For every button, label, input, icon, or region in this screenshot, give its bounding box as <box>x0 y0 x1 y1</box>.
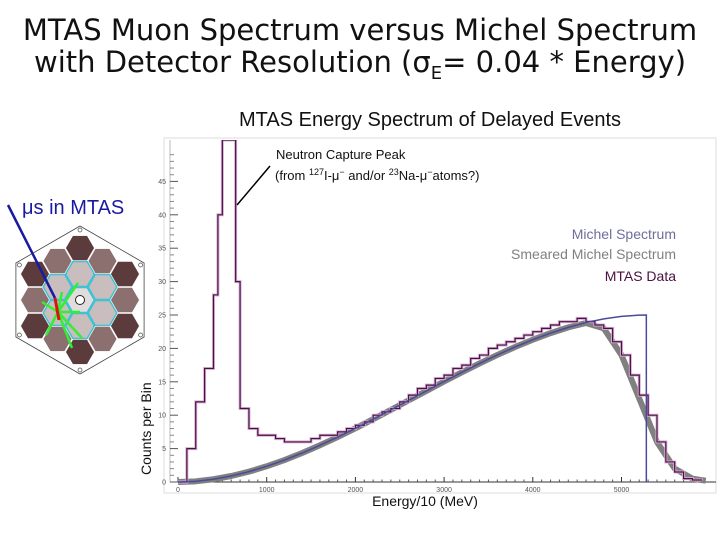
beam-pipe <box>75 295 85 305</box>
y-tick-label: 20 <box>158 346 166 353</box>
mount-hole <box>77 367 83 373</box>
y-tick-label: 5 <box>162 446 166 453</box>
detector-module-corner <box>110 261 140 287</box>
annotation-line1: Neutron Capture Peak <box>276 147 406 162</box>
gamma-ray-track <box>41 300 59 314</box>
x-axis-label: Energy/10 (MeV) <box>372 493 478 509</box>
ann-d: Na-μ <box>399 168 427 183</box>
slide-title-line2: with Detector Resolution (σE= 0.04 * Ene… <box>0 46 720 90</box>
detector-module-edge <box>20 287 50 313</box>
series-smeared-michel <box>177 320 707 485</box>
detector-module-corner <box>20 313 50 339</box>
ann-e: atoms?) <box>433 168 480 183</box>
gamma-ray-track <box>56 282 80 313</box>
x-tick-label: 2000 <box>348 487 364 494</box>
detector-module-corner <box>65 235 95 261</box>
title-sub: E <box>430 62 443 84</box>
y-tick-label: 10 <box>158 413 166 420</box>
mtas-detector-diagram <box>6 204 145 375</box>
ann-sup1: 127 <box>309 167 324 177</box>
y-tick-label: 30 <box>158 279 166 286</box>
y-tick-label: 45 <box>158 179 166 186</box>
detector-module-edge <box>87 326 118 352</box>
y-tick-label: 15 <box>158 379 166 386</box>
y-tick-label: 25 <box>158 313 166 320</box>
detector-module-inner <box>64 312 96 340</box>
x-tick-label: 0 <box>176 487 180 494</box>
detector-module-edge <box>87 248 118 274</box>
mus-in-mtas-label: μs in MTAS <box>22 197 125 219</box>
detector-module-corner <box>20 261 50 287</box>
annotation-arrow <box>236 165 271 206</box>
series-michel <box>177 314 648 483</box>
detector-module-inner <box>42 273 73 301</box>
slide-title-line1: MTAS Muon Spectrum versus Michel Spectru… <box>22 13 698 47</box>
x-tick-label: 4000 <box>525 487 541 494</box>
title-line2-post: = 0.04 * Energy) <box>442 45 687 79</box>
ann-sup3: 23 <box>389 167 399 177</box>
detector-module-inner <box>87 273 118 301</box>
plot-frame <box>163 137 717 494</box>
detector-module-inner <box>87 299 118 327</box>
mount-hole <box>138 262 143 268</box>
chart-title: MTAS Energy Spectrum of Delayed Events <box>238 109 621 131</box>
series-mtas-data-halo <box>178 140 703 484</box>
x-tick-label: 5000 <box>614 487 630 494</box>
ann-sup2: − <box>339 167 344 177</box>
ann-b: I-μ <box>324 168 339 183</box>
x-tick-label: 1000 <box>259 487 275 494</box>
detector-module-corner <box>110 313 140 339</box>
gamma-ray-track <box>56 291 64 313</box>
y-tick-label: 0 <box>162 480 166 487</box>
detector-module-corner <box>65 339 95 365</box>
mount-hole <box>17 262 22 268</box>
annotation-line2: (from 127I-μ− and/or 23Na-μ−atoms?) <box>275 167 479 183</box>
gamma-ray-track <box>57 311 83 339</box>
detector-outline <box>15 225 145 375</box>
y-tick-label: 40 <box>158 212 166 219</box>
ann-c: and/or <box>345 168 389 183</box>
legend-smeared: Smeared Michel Spectrum <box>511 246 676 262</box>
ann-a: (from <box>275 168 309 183</box>
series-mtas-data <box>178 140 702 483</box>
electron-track <box>53 297 61 321</box>
legend-mtas-data: MTAS Data <box>605 268 677 284</box>
ann-sup4: − <box>427 167 432 177</box>
title-sigma: σ <box>412 45 431 79</box>
y-axis-label: Counts per Bin <box>138 382 154 475</box>
mount-hole <box>17 332 22 338</box>
gamma-ray-track <box>56 311 74 349</box>
detector-module-edge <box>42 248 73 274</box>
gamma-ray-track <box>44 311 60 336</box>
mount-hole <box>77 227 83 233</box>
y-tick-label: 35 <box>158 246 166 253</box>
title-line2-pre: with Detector Resolution ( <box>33 45 413 79</box>
detector-module-edge <box>110 287 140 313</box>
x-tick-label: 3000 <box>436 487 452 494</box>
mount-hole <box>138 332 143 338</box>
detector-module-inner <box>64 260 96 288</box>
muon-arrow <box>6 204 57 299</box>
legend-michel: Michel Spectrum <box>572 226 676 242</box>
